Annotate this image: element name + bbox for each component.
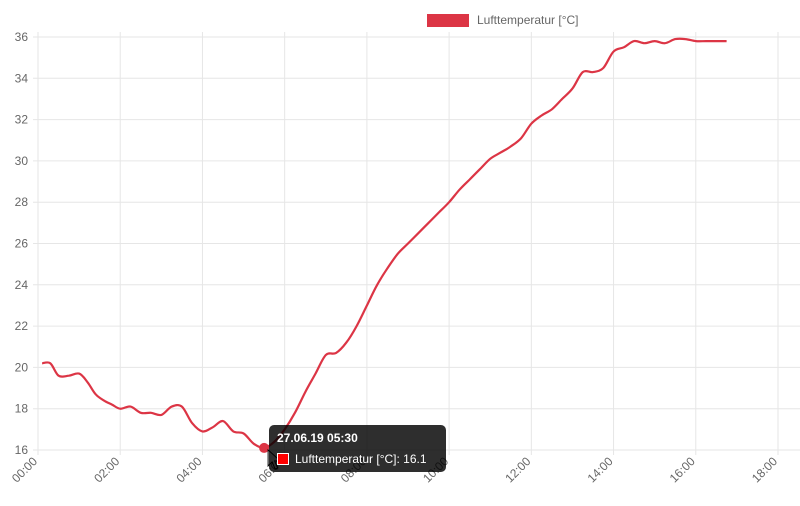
y-tick-label: 18 bbox=[15, 402, 29, 416]
tooltip-swatch bbox=[277, 453, 289, 465]
y-tick-label: 20 bbox=[15, 360, 29, 374]
legend-swatch bbox=[427, 14, 469, 27]
x-tick-label: 04:00 bbox=[173, 454, 204, 485]
x-tick-label: 16:00 bbox=[667, 454, 698, 485]
grid bbox=[33, 32, 800, 455]
y-tick-label: 28 bbox=[15, 195, 29, 209]
y-tick-label: 22 bbox=[15, 319, 29, 333]
x-tick-label: 12:00 bbox=[502, 454, 533, 485]
x-tick-label: 14:00 bbox=[585, 454, 616, 485]
y-tick-label: 16 bbox=[15, 443, 29, 457]
tooltip-row: Lufttemperatur [°C]: 16.1 bbox=[277, 452, 438, 466]
x-tick-label: 00:00 bbox=[9, 454, 40, 485]
tooltip-title: 27.06.19 05:30 bbox=[277, 431, 438, 445]
hover-point bbox=[260, 443, 269, 452]
y-axis: 16 18 20 22 24 26 28 30 32 34 36 bbox=[15, 30, 29, 457]
y-tick-label: 36 bbox=[15, 30, 29, 44]
legend[interactable]: Lufttemperatur [°C] bbox=[427, 10, 579, 30]
y-tick-label: 26 bbox=[15, 237, 29, 251]
y-tick-label: 24 bbox=[15, 278, 29, 292]
tooltip-label: Lufttemperatur [°C]: 16.1 bbox=[295, 452, 427, 466]
y-tick-label: 32 bbox=[15, 113, 29, 127]
tooltip: 27.06.19 05:30 Lufttemperatur [°C]: 16.1 bbox=[269, 425, 446, 472]
legend-label: Lufttemperatur [°C] bbox=[477, 13, 579, 27]
x-tick-label: 18:00 bbox=[749, 454, 780, 485]
y-tick-label: 30 bbox=[15, 154, 29, 168]
y-tick-label: 34 bbox=[15, 71, 29, 85]
x-tick-label: 02:00 bbox=[91, 454, 122, 485]
